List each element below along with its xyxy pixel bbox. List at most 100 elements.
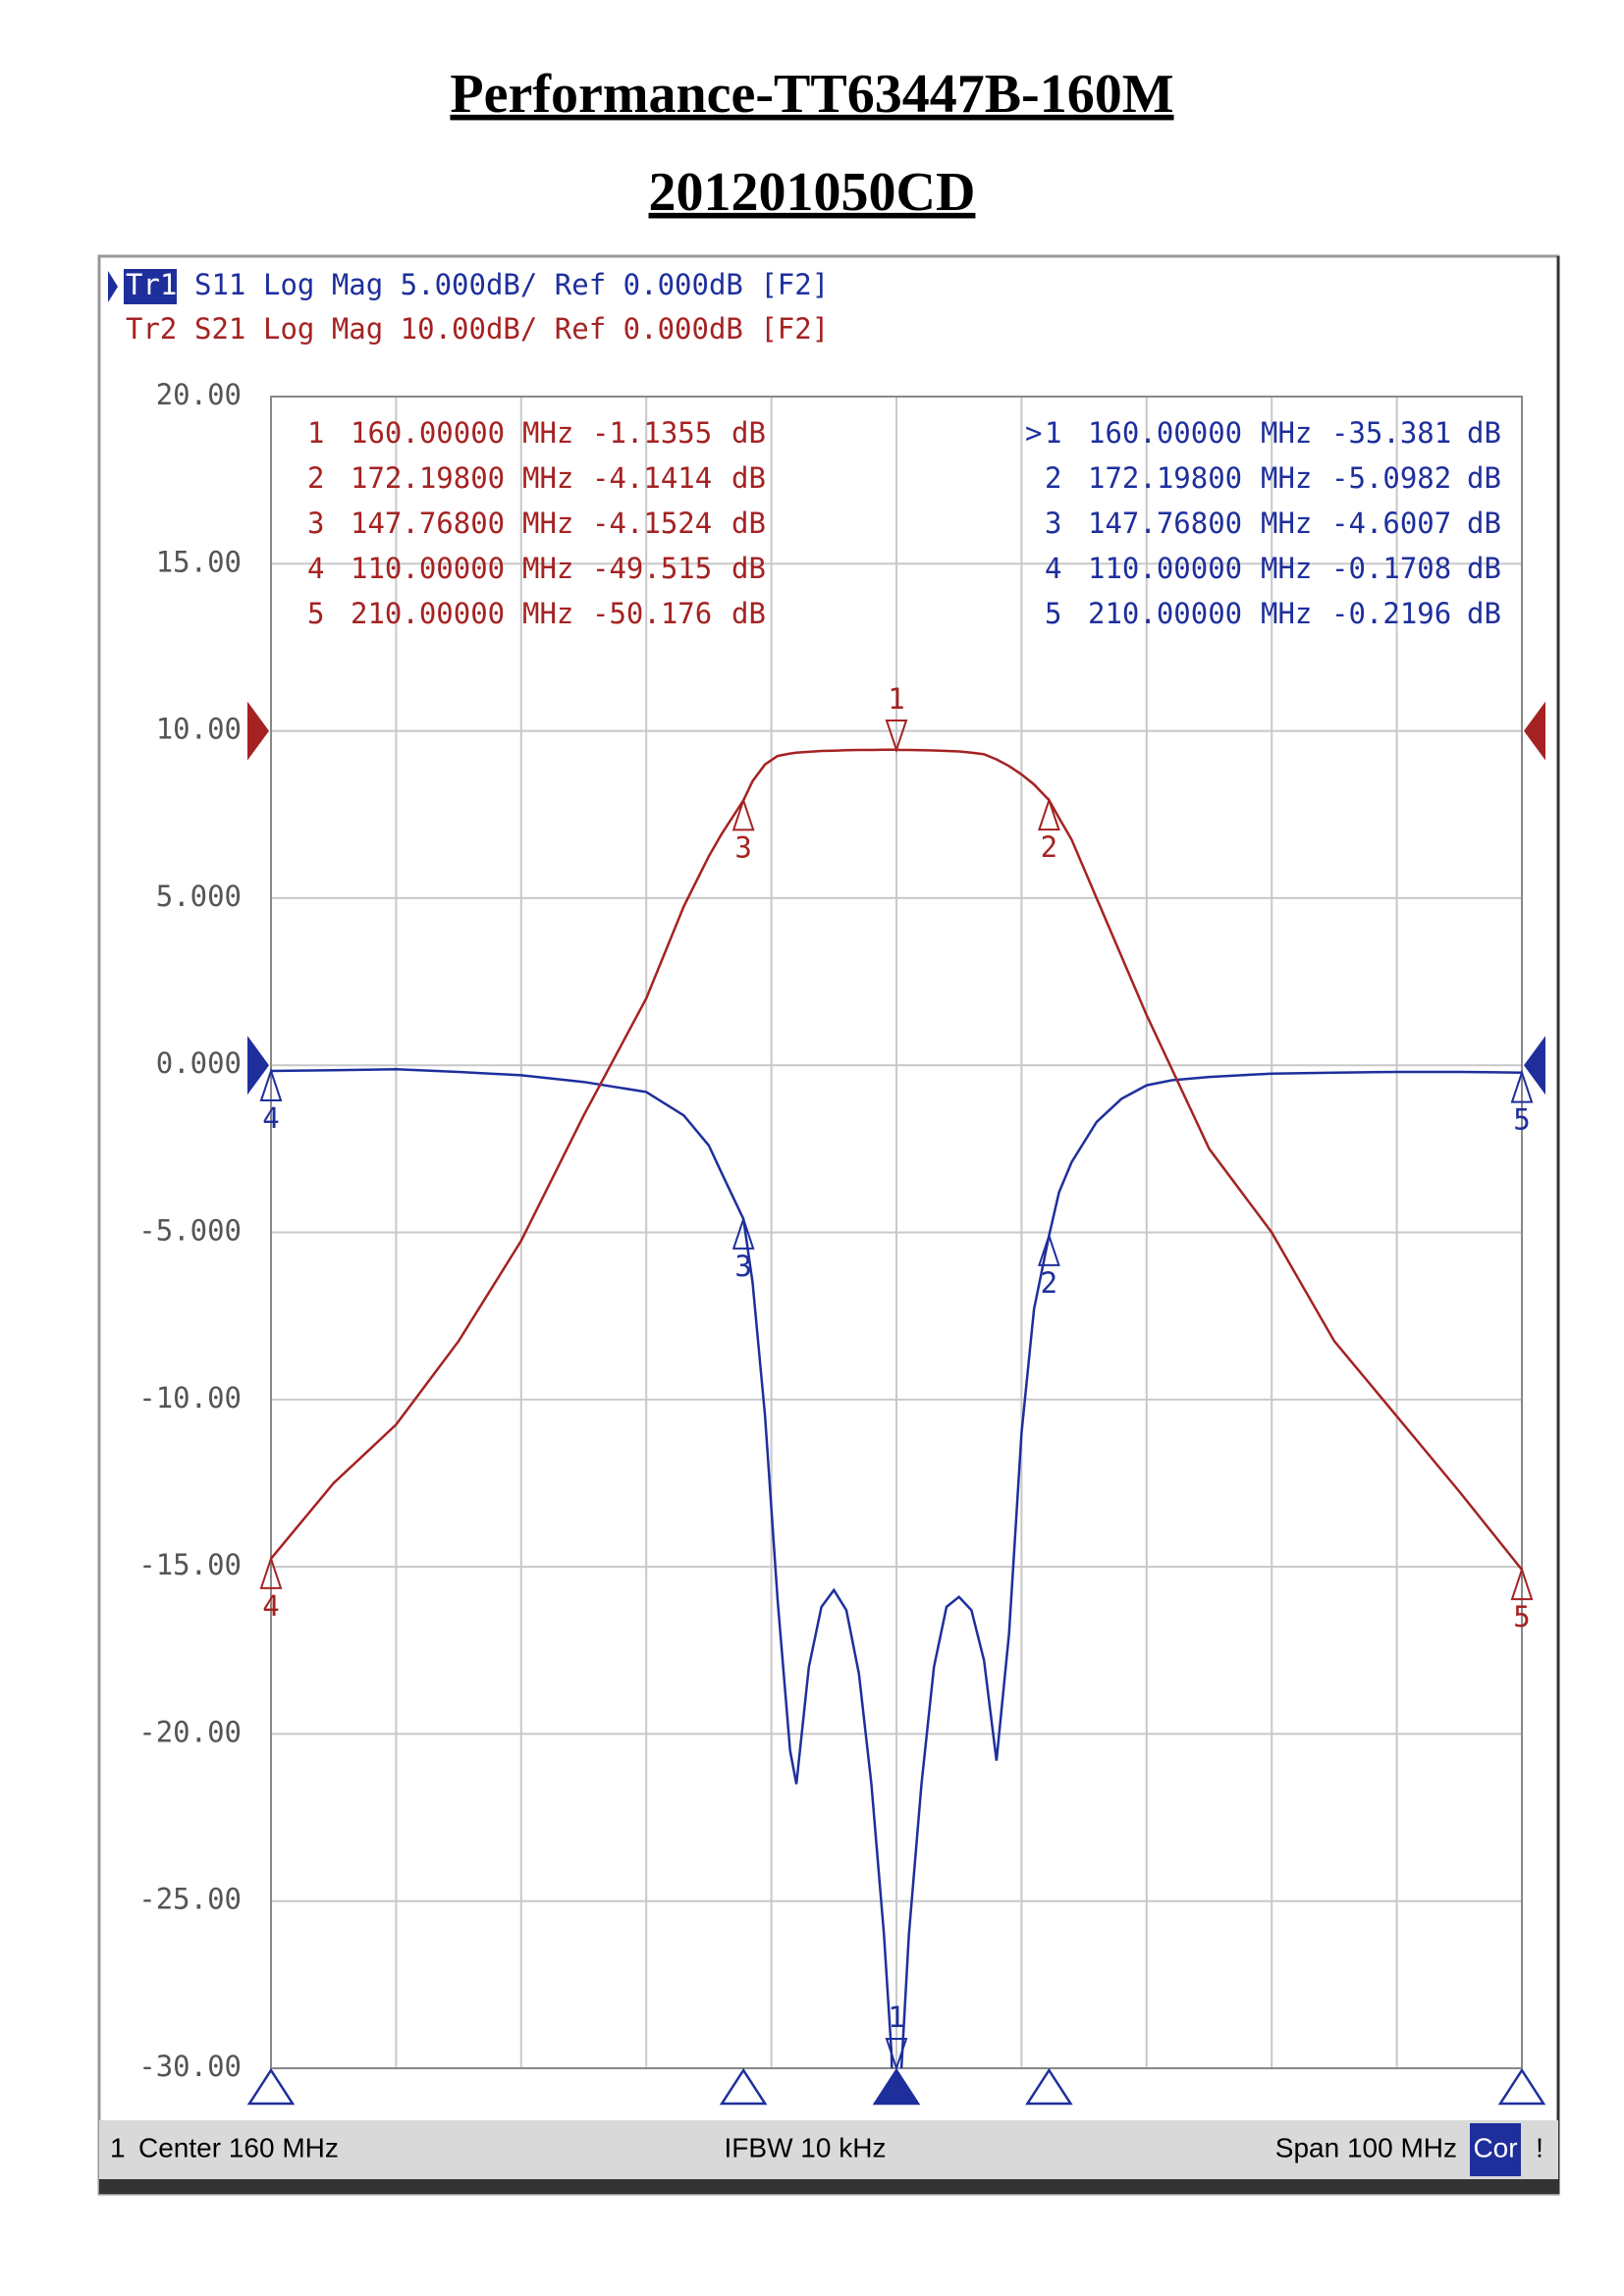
marker-label: 1 [888,682,904,716]
marker-symbol [885,2038,908,2072]
marker-table-id: 1 [307,416,324,450]
marker-table-value: -5.0982 [1331,461,1451,495]
ref-arrow-left [247,701,269,761]
marker-label: 3 [734,1250,751,1283]
y-tick-label: 5.000 [156,880,242,913]
marker-table-x-unit: MHz [1261,461,1312,495]
marker-table-id: 5 [307,597,324,630]
marker-table-id: 4 [1045,552,1061,585]
y-tick-label: -20.00 [138,1715,242,1748]
marker-label: 5 [1513,1600,1530,1633]
stimulus-marker [872,2067,921,2106]
ref-arrow-left [247,1036,269,1095]
marker-table-unit: dB [1467,552,1501,585]
marker-table-unit: dB [1467,507,1501,540]
marker-symbol [731,797,755,831]
trace-info: Log Mag 5.000dB/ Ref 0.000dB [F2] [263,268,829,301]
marker-symbol [1038,1232,1060,1266]
marker-symbol [731,1215,755,1250]
footer-center: Center 160 MHz [138,2132,339,2163]
trace-line [271,748,1522,1571]
marker-symbol [259,1067,283,1102]
y-tick-label: -5.000 [138,1214,242,1248]
footer-cor: Cor [1473,2132,1517,2163]
active-marker-symbol: > [1025,416,1042,450]
marker-table-x-unit: MHz [522,507,573,540]
footer-ifbw: IFBW 10 kHz [725,2132,887,2163]
y-tick-label: 10.00 [156,713,242,746]
marker-table-id: 2 [1045,461,1061,495]
y-tick-label: -25.00 [138,1883,242,1916]
y-tick-label: -10.00 [138,1381,242,1415]
screen-frame [97,254,1560,2196]
ref-arrow-right [1524,701,1545,761]
marker-table-unit: dB [731,416,766,450]
marker-table-x-unit: MHz [1261,416,1312,450]
marker-table-x-unit: MHz [522,416,573,450]
marker-table-id: 1 [1045,416,1061,450]
marker-table-value: -50.176 [592,597,712,630]
marker-table-x: 147.76800 [351,507,505,540]
stimulus-marker [1025,2067,1073,2106]
marker-symbol [885,719,908,754]
marker-table-unit: dB [731,597,766,630]
page-subtitle: 201201050CD [649,162,976,223]
marker-table-x: 160.00000 [1088,416,1242,450]
marker-symbol [1510,1069,1534,1103]
y-tick-label: 20.00 [156,378,242,411]
y-tick-label: 15.00 [156,545,242,578]
footer-channel: 1 [110,2132,126,2163]
legend-name: S21 [194,312,245,346]
marker-table-value: -4.1414 [592,461,712,495]
marker-table-value: -35.381 [1331,416,1451,450]
marker-table-x-unit: MHz [522,597,573,630]
marker-table-id: 3 [307,507,324,540]
marker-symbol [259,1555,283,1589]
stimulus-marker [719,2067,768,2106]
marker-label: 2 [1041,1266,1057,1300]
plot-area [271,748,1522,2068]
footer-strip [99,2179,1558,2194]
marker-table-x-unit: MHz [1261,597,1312,630]
marker-table-x: 210.00000 [1088,597,1242,630]
footer-bar [99,2120,1558,2179]
marker-table-x: 172.19800 [351,461,505,495]
marker-table-id: 3 [1045,507,1061,540]
marker-symbol [1038,796,1060,831]
marker-table-value: -0.1708 [1331,552,1451,585]
marker-table-x: 147.76800 [1088,507,1242,540]
active-trace-arrow [108,271,118,302]
marker-table-unit: dB [1467,461,1501,495]
trace-line [271,1068,1522,2068]
marker-label: 1 [888,2001,904,2034]
trace-id: Tr1 [126,268,177,301]
marker-table-value: -0.2196 [1331,597,1451,630]
ref-arrow-right [1524,1036,1545,1095]
marker-symbol [1510,1566,1534,1601]
y-tick-label: 0.000 [156,1046,242,1080]
footer-alert: ! [1536,2132,1543,2163]
marker-table-x: 172.19800 [1088,461,1242,495]
footer-span: Span 100 MHz [1275,2132,1457,2163]
marker-table-value: -49.515 [592,552,712,585]
trace-id: Tr2 [126,312,177,346]
marker-table-x-unit: MHz [522,552,573,585]
marker-table-x: 210.00000 [351,597,505,630]
marker-table-unit: dB [1467,416,1501,450]
active-trace-box [124,269,177,304]
marker-table-id: 4 [307,552,324,585]
marker-table-x-unit: MHz [522,461,573,495]
y-tick-label: -30.00 [138,2050,242,2083]
marker-label: 4 [262,1101,279,1135]
cor-box [1470,2123,1521,2176]
marker-table-id: 2 [307,461,324,495]
marker-table-unit: dB [731,507,766,540]
marker-table-x: 110.00000 [1088,552,1242,585]
marker-label: 4 [262,1589,279,1623]
marker-table-value: -4.1524 [592,507,712,540]
marker-table-x-unit: MHz [1261,552,1312,585]
marker-label: 2 [1041,830,1057,864]
legend-name: S11 [194,268,245,301]
y-tick-label: -15.00 [138,1548,242,1581]
